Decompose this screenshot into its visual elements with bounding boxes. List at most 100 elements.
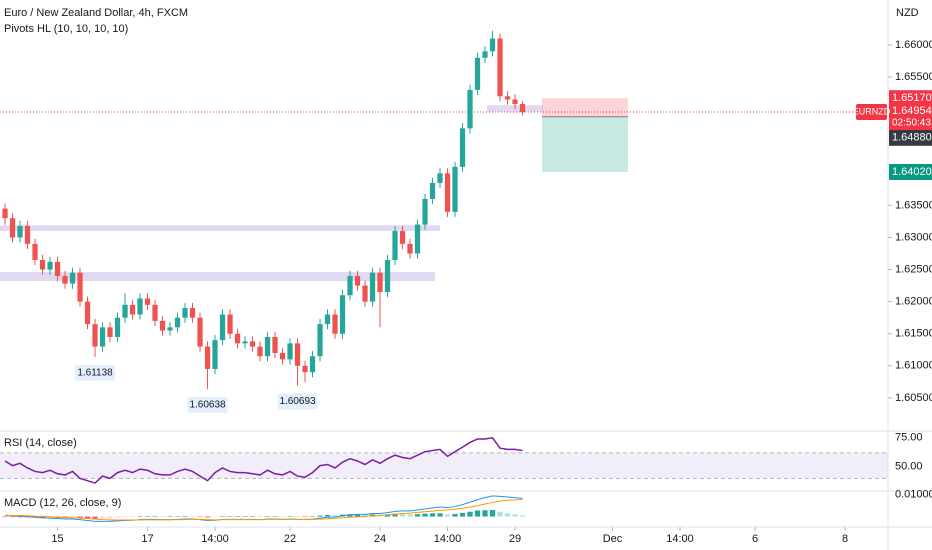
x-tick-label: 6: [752, 533, 758, 545]
candle-body: [422, 198, 428, 225]
macd-histogram-bar: [422, 513, 428, 517]
macd-histogram-bar: [174, 516, 181, 517]
candle-body: [279, 352, 286, 360]
macd-histogram-bar: [242, 516, 248, 517]
macd-histogram-bar: [504, 513, 511, 517]
macd-histogram-bar: [429, 513, 436, 517]
macd-histogram-bar: [107, 516, 113, 519]
macd-histogram-bar: [332, 515, 338, 517]
macd-histogram-bar: [279, 516, 286, 518]
macd-histogram-bar: [212, 516, 218, 518]
candle-body: [167, 327, 173, 331]
candle-body: [99, 327, 106, 347]
macd-histogram-bar: [264, 516, 271, 517]
candle-body: [182, 308, 188, 318]
candle-body: [302, 365, 308, 373]
countdown: 02:50:43: [892, 118, 931, 129]
rsi-tick-label: 50.00: [895, 461, 923, 473]
macd-histogram-bar: [272, 516, 278, 517]
macd-histogram-bar: [92, 516, 98, 519]
macd-histogram-bar: [512, 514, 518, 517]
candle-body: [152, 304, 158, 321]
macd-histogram-bar: [452, 513, 458, 517]
indicator-label: Pivots HL (10, 10, 10, 10): [4, 23, 128, 35]
candle-body: [369, 272, 376, 302]
candle-body: [39, 259, 46, 270]
y-tick-label: 1.62000: [895, 296, 932, 308]
macd-histogram-bar: [324, 515, 331, 517]
candle-body: [189, 308, 196, 318]
pivot-label: 1.61138: [77, 368, 113, 379]
rsi-tick-label: 75.00: [895, 432, 923, 444]
macd-histogram-bar: [444, 514, 451, 517]
macd-histogram-bar: [204, 516, 211, 518]
macd-histogram-bar: [294, 516, 301, 518]
candle-body: [399, 231, 406, 244]
entry-tag-box: [889, 129, 932, 146]
candle-body: [159, 320, 166, 331]
candle-body: [204, 346, 211, 370]
macd-histogram-bar: [384, 514, 391, 517]
candle-body: [392, 231, 398, 260]
candle-body: [444, 173, 451, 212]
currency-label[interactable]: NZD: [896, 7, 919, 19]
macd-histogram-bar: [2, 516, 8, 518]
candle-body: [317, 324, 323, 357]
macd-histogram-bar: [249, 516, 256, 517]
candle-body: [287, 343, 293, 360]
candle-body: [512, 99, 518, 104]
candle-body: [257, 346, 263, 357]
zone: [0, 272, 435, 282]
macd-histogram-bar: [399, 513, 406, 517]
candle-body: [9, 218, 16, 238]
macd-histogram-bar: [392, 513, 398, 517]
pivot-label-box: [75, 364, 116, 381]
candle-body: [309, 356, 316, 373]
candle-body: [219, 314, 226, 341]
x-tick-label: 14:00: [666, 533, 694, 545]
x-tick-label: 14:00: [201, 533, 229, 545]
target-tag-box: [889, 164, 932, 180]
stop-tag-box: [889, 90, 932, 107]
macd-histogram-bar: [137, 516, 143, 517]
candle-body: [137, 298, 143, 315]
candle-body: [32, 243, 38, 260]
macd-histogram-bar: [519, 515, 526, 517]
y-tick-label: 1.63500: [895, 199, 932, 211]
candle-body: [519, 103, 526, 113]
macd-histogram-bar: [317, 515, 323, 517]
candle-body: [324, 314, 331, 325]
macd-tick-label: 0.01000: [895, 489, 932, 501]
pivot-label-box: [277, 393, 318, 410]
macd-histogram-bar: [497, 511, 503, 517]
candle-body: [62, 275, 68, 284]
candle-body: [242, 341, 248, 344]
candle-body: [54, 261, 61, 276]
macd-histogram-bar: [77, 516, 83, 519]
macd-histogram-bar: [257, 516, 263, 518]
candle-body: [332, 314, 338, 334]
pivot-label: 1.60638: [189, 400, 226, 411]
pivot-label-box: [187, 397, 228, 414]
candle-body: [107, 327, 113, 337]
macd-histogram-bar: [489, 510, 496, 517]
macd-histogram-bar: [152, 516, 158, 517]
stop-tag: 1.65170: [892, 92, 932, 104]
macd-histogram-bar: [407, 514, 413, 517]
candle-body: [362, 285, 368, 302]
pivot-label: 1.60693: [279, 396, 316, 407]
candle-body: [77, 272, 83, 302]
x-tick-label: 29: [509, 533, 521, 545]
candle-body: [459, 128, 466, 167]
rsi-title: RSI (14, close): [4, 437, 77, 449]
candle-body: [114, 317, 121, 337]
candle-body: [272, 336, 278, 353]
macd-histogram-bar: [287, 516, 293, 517]
candle-body: [347, 275, 353, 296]
macd-histogram-bar: [167, 516, 173, 517]
entry-tag: 1.64880: [892, 132, 932, 144]
macd-histogram-bar: [129, 516, 136, 518]
y-tick-label: 1.61500: [895, 328, 932, 340]
zone: [0, 225, 440, 232]
